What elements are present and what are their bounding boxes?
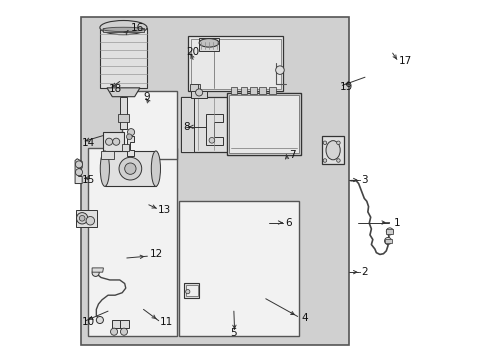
Circle shape [105,138,112,145]
Text: 12: 12 [149,249,163,260]
Text: 15: 15 [81,175,95,185]
Bar [111,320,120,328]
Polygon shape [126,136,134,156]
Bar [272,125,279,132]
Bar [120,320,129,328]
Ellipse shape [325,141,340,160]
Bar [386,229,392,234]
Ellipse shape [255,118,275,146]
Bar [226,93,301,155]
Circle shape [86,216,94,225]
Text: 18: 18 [109,84,122,94]
Text: 9: 9 [143,92,150,102]
Circle shape [79,215,85,221]
Polygon shape [107,88,140,97]
Bar [122,144,129,151]
Bar [230,87,237,94]
Circle shape [96,316,103,324]
Circle shape [92,269,99,276]
Text: 16: 16 [130,23,143,33]
Circle shape [195,89,202,96]
Text: 3: 3 [361,175,367,185]
Circle shape [185,289,189,294]
Bar [181,97,194,152]
Bar [181,97,272,152]
Ellipse shape [100,21,147,35]
Circle shape [76,213,88,224]
Text: 7: 7 [288,150,295,160]
Bar [191,91,207,99]
Bar [384,239,391,243]
Text: 10: 10 [81,318,94,328]
Circle shape [119,157,142,180]
Circle shape [75,161,82,168]
Bar [185,285,197,296]
Ellipse shape [151,151,160,186]
Bar [104,151,156,186]
Bar [179,201,299,336]
Polygon shape [75,159,82,184]
Circle shape [112,138,120,145]
Circle shape [323,141,326,145]
Text: 13: 13 [157,205,171,215]
Bar [102,132,124,152]
Circle shape [336,141,340,145]
Polygon shape [191,84,200,93]
Bar [100,28,147,88]
Bar [250,87,256,94]
Circle shape [323,159,326,162]
Ellipse shape [199,39,219,47]
Circle shape [386,228,392,235]
Text: –: – [354,175,360,185]
Bar [102,28,144,32]
Bar [187,36,283,91]
Polygon shape [205,114,223,145]
Bar [120,97,127,129]
Bar [199,38,219,51]
Text: 11: 11 [159,318,172,328]
Circle shape [110,328,118,335]
Bar [76,210,97,227]
Polygon shape [92,268,103,272]
Bar [228,95,299,153]
Text: 8: 8 [183,122,190,132]
Text: 19: 19 [339,82,352,92]
Bar [259,87,265,94]
Bar [100,28,147,31]
Circle shape [384,238,391,244]
Bar [122,91,177,159]
Circle shape [120,328,127,335]
Circle shape [275,66,284,75]
Bar [241,87,247,94]
Text: 6: 6 [285,217,291,228]
Text: 5: 5 [230,328,237,338]
Circle shape [209,138,214,143]
Bar [118,114,128,122]
Bar [269,87,275,94]
Text: 2: 2 [361,267,367,277]
Ellipse shape [102,27,144,31]
Bar [189,84,198,91]
Text: 4: 4 [301,313,307,323]
Text: 14: 14 [81,138,95,148]
Bar [190,39,280,89]
Bar [101,151,114,159]
Text: 17: 17 [398,56,411,66]
Text: –: – [384,217,389,228]
Ellipse shape [100,151,109,186]
Circle shape [127,129,134,136]
Circle shape [126,134,132,140]
Bar [88,148,177,336]
Bar [81,17,348,345]
Circle shape [124,163,136,174]
Circle shape [336,159,340,162]
Text: 20: 20 [185,47,199,57]
Bar [322,136,343,164]
Text: –: – [354,267,360,277]
Bar [184,283,199,298]
Text: 1: 1 [392,217,399,228]
Circle shape [75,168,82,176]
